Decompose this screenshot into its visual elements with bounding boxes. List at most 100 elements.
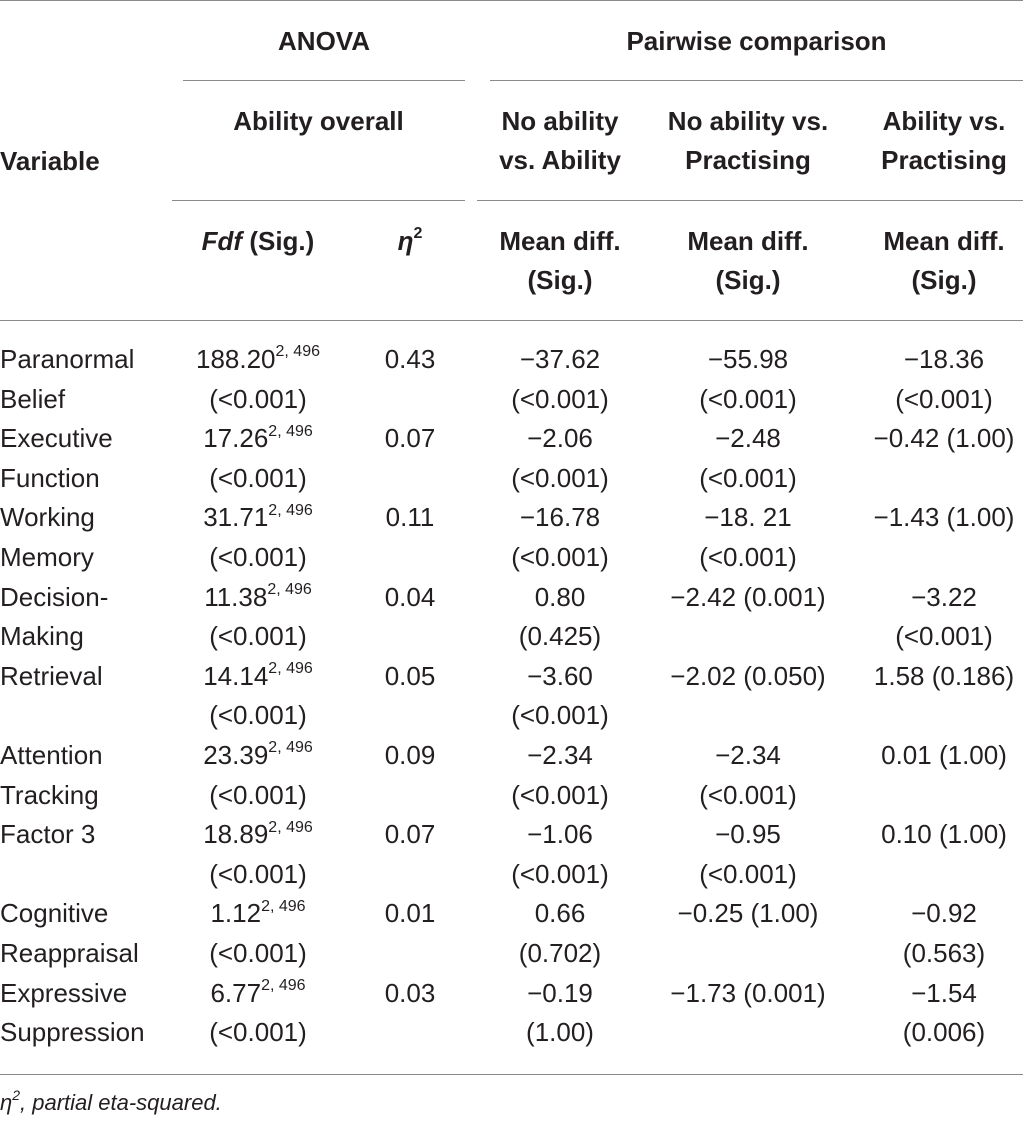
row-mean-diff-ability-vs-practising: −0.92 <box>911 898 977 929</box>
header-eta-symbol: η <box>397 226 414 256</box>
row-f-number: 31.71 <box>203 502 269 533</box>
header-pairwise-comparison: Pairwise comparison <box>626 26 887 56</box>
row-f-df: 2, 496 <box>268 818 313 836</box>
header-fdf-sig: Fdf (Sig.) <box>160 222 356 261</box>
row-variable-line1: Cognitive <box>0 898 109 929</box>
row-variable-line2: Tracking <box>0 779 99 810</box>
row-f-sig: (<0.001) <box>209 462 307 493</box>
row-f-value: 188.202, 496 <box>160 340 356 380</box>
row-f-df: 2, 496 <box>267 580 312 598</box>
row-f-df: 2, 496 <box>268 739 313 757</box>
top-rule <box>0 0 1023 1</box>
row-f-value: 11.382, 496 <box>160 578 356 618</box>
row-f-value: 23.392, 496 <box>160 736 356 776</box>
row-mean-diff-ability-vs-practising: −0.42 (1.00) <box>873 423 1015 454</box>
row-variable-line1: Paranormal <box>0 344 135 374</box>
header-fdf: Fdf <box>201 226 243 256</box>
row-eta-squared: 0.09 <box>384 740 436 770</box>
row-f-value: 6.772, 496 <box>160 974 356 1014</box>
header-mean-diff-3-line1: Mean diff. <box>883 226 1005 256</box>
row-f-sig: (<0.001) <box>209 779 307 810</box>
header-no-ability-vs-ability-line2: vs. Ability <box>499 145 621 175</box>
row-sig-no-ability-vs-ability: (<0.001) <box>511 700 609 731</box>
row-f-number: 23.39 <box>203 740 269 770</box>
row-variable-line1: Expressive <box>0 977 128 1008</box>
row-f-number: 17.26 <box>203 423 269 454</box>
header-bottom-rule <box>0 320 1023 321</box>
row-f-df: 2, 496 <box>275 343 320 361</box>
row-mean-diff-no-ability-vs-ability: 0.80 <box>534 581 586 612</box>
table-bottom-rule <box>0 1074 1023 1075</box>
ability-overall-underline <box>172 200 465 201</box>
row-mean-diff-no-ability-vs-practising: −2.34 <box>715 740 781 770</box>
row-f-sig: (<0.001) <box>209 621 307 652</box>
header-no-ability-vs-practising: No ability vs. Practising <box>650 102 846 180</box>
header-mean-diff-2-line2: (Sig.) <box>715 265 781 295</box>
row-variable-line2: Making <box>0 621 84 652</box>
row-f-number: 1.12 <box>210 898 262 929</box>
row-variable-line1: Working <box>0 502 95 533</box>
row-mean-diff-no-ability-vs-practising: −18. 21 <box>704 502 792 533</box>
row-sig-no-ability-vs-practising: (<0.001) <box>699 779 797 810</box>
row-f-df: 2, 496 <box>268 501 313 519</box>
row-f-sig: (<0.001) <box>209 938 307 968</box>
footnote-eta-sup: 2 <box>12 1086 21 1103</box>
row-mean-diff-no-ability-vs-ability: −3.60 <box>527 660 593 691</box>
row-sig-no-ability-vs-practising: (<0.001) <box>699 462 797 493</box>
row-f-df: 2, 496 <box>261 976 306 994</box>
row-mean-diff-ability-vs-practising: −3.22 <box>911 581 977 612</box>
row-sig-no-ability-vs-ability: (<0.001) <box>511 383 609 414</box>
row-variable-line2: Function <box>0 462 100 493</box>
row-mean-diff-ability-vs-practising: 0.01 (1.00) <box>881 740 1007 770</box>
row-mean-diff-ability-vs-practising: 0.10 (1.00) <box>881 819 1007 850</box>
header-mean-diff-1-line1: Mean diff. <box>499 226 621 256</box>
row-f-df: 2, 496 <box>268 660 313 678</box>
row-f-sig: (<0.001) <box>209 1017 307 1048</box>
header-eta-sup: 2 <box>413 225 423 243</box>
header-mean-diff-3-line2: (Sig.) <box>911 265 977 295</box>
row-sig-ability-vs-practising: (<0.001) <box>895 621 993 652</box>
row-sig-no-ability-vs-ability: (0.425) <box>518 621 602 652</box>
header-ability-vs-practising-line2: Practising <box>881 145 1007 175</box>
row-f-sig: (<0.001) <box>209 383 307 414</box>
row-f-number: 6.77 <box>210 977 262 1008</box>
row-eta-squared: 0.01 <box>384 898 436 929</box>
row-f-number: 18.89 <box>203 819 269 850</box>
row-f-value: 17.262, 496 <box>160 419 356 459</box>
row-sig-no-ability-vs-practising: (<0.001) <box>699 542 797 572</box>
row-f-value: 31.712, 496 <box>160 498 356 538</box>
row-sig-no-ability-vs-ability: (<0.001) <box>511 542 609 572</box>
row-sig-ability-vs-practising: (0.006) <box>902 1017 986 1048</box>
row-f-sig: (<0.001) <box>209 542 307 572</box>
header-eta-squared: η2 <box>358 222 462 261</box>
header-mean-diff-2-line1: Mean diff. <box>687 226 809 256</box>
row-sig-ability-vs-practising: (0.563) <box>902 938 986 968</box>
row-mean-diff-no-ability-vs-ability: −2.06 <box>527 423 593 454</box>
header-no-ability-vs-practising-line1: No ability vs. <box>667 106 829 136</box>
row-mean-diff-no-ability-vs-practising: −0.95 <box>715 819 781 850</box>
header-ability-vs-practising-line1: Ability vs. <box>882 106 1006 136</box>
row-f-number: 14.14 <box>203 660 269 691</box>
row-f-value: 18.892, 496 <box>160 815 356 855</box>
row-mean-diff-no-ability-vs-ability: −1.06 <box>527 819 593 850</box>
row-mean-diff-ability-vs-practising: −1.43 (1.00) <box>873 502 1015 533</box>
header-mean-diff-1-line2: (Sig.) <box>527 265 593 295</box>
row-mean-diff-no-ability-vs-ability: −0.19 <box>527 977 593 1008</box>
row-mean-diff-no-ability-vs-practising: −2.02 (0.050) <box>670 660 826 691</box>
row-eta-squared: 0.05 <box>384 660 436 691</box>
row-f-number: 188.20 <box>195 344 276 374</box>
row-mean-diff-ability-vs-practising: −1.54 <box>911 977 977 1008</box>
pairwise-sub-underline <box>477 200 1023 201</box>
row-sig-no-ability-vs-practising: (<0.001) <box>699 858 797 889</box>
row-variable-line2: Suppression <box>0 1017 145 1048</box>
footnote-text: , partial eta-squared. <box>20 1090 222 1115</box>
header-no-ability-vs-ability: No ability vs. Ability <box>470 102 650 180</box>
row-eta-squared: 0.07 <box>384 423 436 454</box>
row-sig-no-ability-vs-practising: (<0.001) <box>699 383 797 414</box>
row-variable-line1: Decision- <box>0 581 109 612</box>
row-variable-line2: Belief <box>0 383 66 414</box>
header-fdf-sig-suffix: (Sig.) <box>242 226 315 256</box>
row-eta-squared: 0.43 <box>384 344 436 374</box>
row-eta-squared: 0.11 <box>385 502 435 533</box>
